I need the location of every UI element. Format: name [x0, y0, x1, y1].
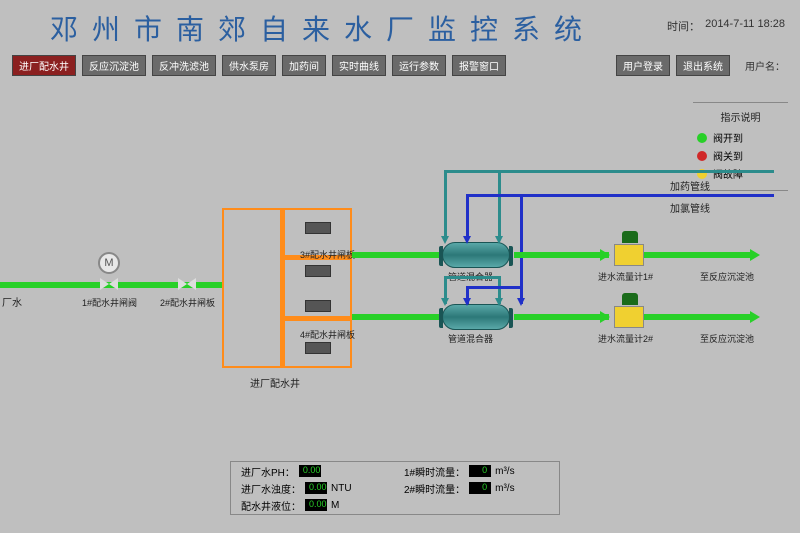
motor-icon: M [98, 252, 120, 274]
status-value: 0 [469, 482, 491, 494]
distribution-well [222, 208, 352, 368]
well-title: 进厂配水井 [250, 375, 300, 390]
status-value: 0.00 [305, 499, 327, 511]
gate-4b [305, 300, 331, 312]
mixer2-label: 管道混合器 [448, 332, 493, 345]
teal-arrow4 [495, 298, 503, 306]
out1-label: 至反应沉淀池 [700, 270, 754, 283]
dosing-line-label: 加药管线 [670, 178, 710, 193]
blue-v4 [520, 194, 523, 304]
pipe-out1 [644, 252, 754, 258]
status-label: 进厂水PH： [241, 464, 295, 479]
gate3-label: 3#配水井闸板 [300, 248, 355, 261]
arrow-out1 [750, 249, 760, 261]
flowmeter1-label: 进水流量计1# [598, 270, 653, 283]
flowmeter-1 [614, 244, 644, 266]
arrow-mf1 [600, 249, 610, 261]
status-unit: m³/s [495, 466, 514, 477]
gate-3[interactable] [305, 222, 331, 234]
status-unit: M [331, 500, 339, 511]
status-row-0: 进厂水PH： 0.00 [241, 464, 386, 479]
arrow-mf2 [600, 311, 610, 323]
flowmeter-2 [614, 306, 644, 328]
well-divider-v [280, 210, 285, 368]
blue-arrow4 [517, 298, 525, 306]
chlorine-line-label: 加氯管线 [670, 200, 710, 215]
teal-arrow2 [495, 236, 503, 244]
status-value: 0.00 [305, 482, 327, 494]
teal-v1 [444, 170, 447, 240]
blue-arrow3 [463, 298, 471, 306]
valve-1[interactable] [100, 278, 118, 290]
status-row-4: 配水井液位： 0.00 M [241, 498, 386, 513]
gate-3b [305, 265, 331, 277]
teal-h-mid [444, 276, 501, 279]
teal-v2 [498, 170, 501, 240]
blue-v1 [466, 194, 469, 240]
status-label: 1#瞬时流量： [404, 464, 465, 479]
blue-h-mid [466, 286, 523, 289]
valve-2[interactable] [178, 278, 196, 290]
gate-4[interactable] [305, 342, 331, 354]
valve2-label: 2#配水井闸板 [160, 296, 215, 309]
status-label: 配水井液位： [241, 498, 301, 513]
status-row-1: 1#瞬时流量： 0 m³/s [404, 464, 549, 479]
status-unit: NTU [331, 483, 352, 494]
arrow-out2 [750, 311, 760, 323]
status-row-5 [404, 498, 549, 513]
well-divider-h2 [283, 316, 350, 321]
status-label: 进厂水浊度： [241, 481, 301, 496]
source-water-label: 厂水 [2, 294, 22, 309]
gate4-label: 4#配水井闸板 [300, 328, 355, 341]
status-row-2: 进厂水浊度： 0.00 NTU [241, 481, 386, 496]
status-value: 0 [469, 465, 491, 477]
status-value: 0.00 [299, 465, 321, 477]
status-row-3: 2#瞬时流量： 0 m³/s [404, 481, 549, 496]
pipe-to-mixer1 [352, 252, 442, 258]
status-panel: 进厂水PH： 0.00 1#瞬时流量： 0 m³/s 进厂水浊度： 0.00 NTU 2#瞬时流… [230, 461, 560, 515]
teal-arrow1 [441, 236, 449, 244]
status-unit: m³/s [495, 483, 514, 494]
mixer-2 [442, 304, 510, 330]
mixer-1 [442, 242, 510, 268]
valve1-label: 1#配水井闸阀 [82, 296, 137, 309]
teal-h-main [444, 170, 774, 173]
diagram-canvas: 厂水 M 1#配水井闸阀 2#配水井闸板 进厂配水井 3#配水井闸板 4#配水井… [0, 0, 800, 533]
flowmeter2-label: 进水流量计2# [598, 332, 653, 345]
teal-arrow3 [441, 298, 449, 306]
status-label: 2#瞬时流量： [404, 481, 465, 496]
blue-h-main [466, 194, 774, 197]
pipe-out2 [644, 314, 754, 320]
pipe-mix-fm1 [514, 252, 609, 258]
out2-label: 至反应沉淀池 [700, 332, 754, 345]
blue-arrow1 [463, 236, 471, 244]
pipe-mix-fm2 [514, 314, 609, 320]
pipe-to-mixer2 [352, 314, 442, 320]
